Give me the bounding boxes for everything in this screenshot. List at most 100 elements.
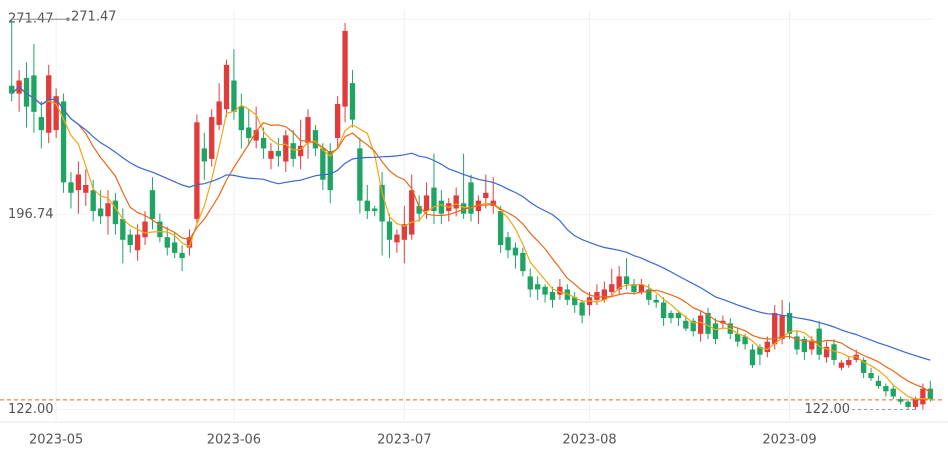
moving-average-line	[11, 86, 931, 361]
candle-body	[579, 302, 585, 316]
candle-body	[223, 64, 230, 110]
y-tick-label: 122.00	[8, 402, 54, 417]
candle-body	[386, 221, 393, 240]
candle-body	[172, 242, 178, 253]
candle-body	[97, 208, 104, 217]
candle-body	[668, 312, 674, 319]
candle-body	[846, 359, 852, 366]
candle-body	[275, 151, 282, 157]
candle-body	[312, 130, 319, 149]
x-tick-label: 2023-07	[377, 433, 431, 448]
candle-body	[779, 315, 785, 340]
candle-body	[83, 184, 89, 193]
x-tick-label: 2023-05	[29, 433, 83, 448]
candle-body	[512, 247, 519, 256]
candle-body	[468, 182, 474, 214]
candle-body	[490, 200, 496, 206]
candle-body	[683, 320, 689, 329]
candle-body	[186, 237, 193, 248]
candle-body	[75, 174, 82, 191]
annotation-label: 271.47	[71, 10, 117, 25]
candle-body	[283, 135, 289, 162]
candle-body	[535, 284, 541, 290]
candle-body	[609, 284, 615, 293]
candle-body	[557, 286, 563, 295]
candle-body	[401, 224, 407, 240]
candle-body	[690, 320, 696, 332]
x-tick-label: 2023-06	[207, 433, 261, 448]
candle-body	[897, 399, 904, 402]
annotation-label: 122.00	[805, 402, 851, 417]
candle-body	[379, 184, 385, 222]
candle-body	[772, 312, 778, 345]
candle-body	[860, 359, 867, 373]
candle-body	[334, 104, 341, 138]
candle-body	[920, 388, 926, 405]
candle-body	[157, 221, 163, 238]
candle-body	[646, 289, 652, 300]
candle-body	[660, 302, 667, 319]
candle-body	[520, 252, 526, 272]
candle-body	[697, 315, 704, 334]
candle-body	[912, 399, 919, 407]
candle-body	[549, 292, 556, 300]
candle-body	[638, 284, 645, 293]
candle-body	[31, 75, 37, 112]
candle-body	[786, 312, 793, 334]
candle-body	[364, 200, 370, 212]
candle-body	[357, 148, 363, 201]
candle-body	[497, 211, 504, 246]
candle-body	[164, 237, 170, 248]
candle-body	[112, 200, 119, 225]
candle-body	[120, 218, 126, 240]
candle-body	[372, 208, 378, 212]
candle-body	[290, 143, 296, 159]
candle-body	[416, 205, 422, 214]
candle-body	[46, 75, 52, 133]
candle-body	[216, 101, 222, 125]
candle-body	[342, 30, 348, 107]
candle-body	[431, 187, 437, 212]
moving-average-line	[11, 86, 931, 393]
candle-body	[320, 148, 326, 180]
candle-body	[297, 145, 304, 157]
candle-body	[631, 284, 637, 293]
candle-body	[9, 85, 15, 94]
x-tick-label: 2023-09	[762, 433, 816, 448]
candle-body	[757, 346, 763, 355]
y-tick-label: 196.74	[8, 207, 54, 222]
candle-body	[890, 388, 896, 397]
candle-body	[423, 195, 430, 212]
candle-body	[142, 221, 148, 238]
candle-body	[742, 336, 748, 345]
candle-body	[601, 289, 608, 300]
annotation-dot	[66, 17, 70, 22]
candle-body	[201, 148, 207, 162]
candle-body	[246, 127, 252, 138]
candle-body	[231, 80, 237, 112]
candle-body	[438, 200, 445, 214]
candle-body	[675, 312, 682, 319]
candle-body	[505, 237, 511, 251]
candle-body	[623, 276, 630, 285]
candle-body	[801, 339, 808, 353]
candle-body	[868, 372, 874, 379]
candle-body	[483, 192, 489, 199]
candle-body	[572, 297, 578, 306]
candle-body	[542, 286, 548, 295]
candle-body	[527, 276, 533, 290]
candle-body	[179, 252, 185, 259]
candle-body	[253, 130, 259, 141]
candle-body	[349, 83, 356, 120]
candle-body	[23, 77, 30, 107]
candle-body	[712, 323, 719, 340]
candle-body	[764, 341, 770, 353]
candle-body	[105, 203, 111, 217]
candle-body	[238, 106, 245, 131]
candle-body	[905, 401, 911, 407]
candle-body	[260, 137, 267, 149]
candle-body	[809, 341, 815, 350]
candle-body	[327, 151, 333, 191]
candle-body	[594, 292, 600, 300]
